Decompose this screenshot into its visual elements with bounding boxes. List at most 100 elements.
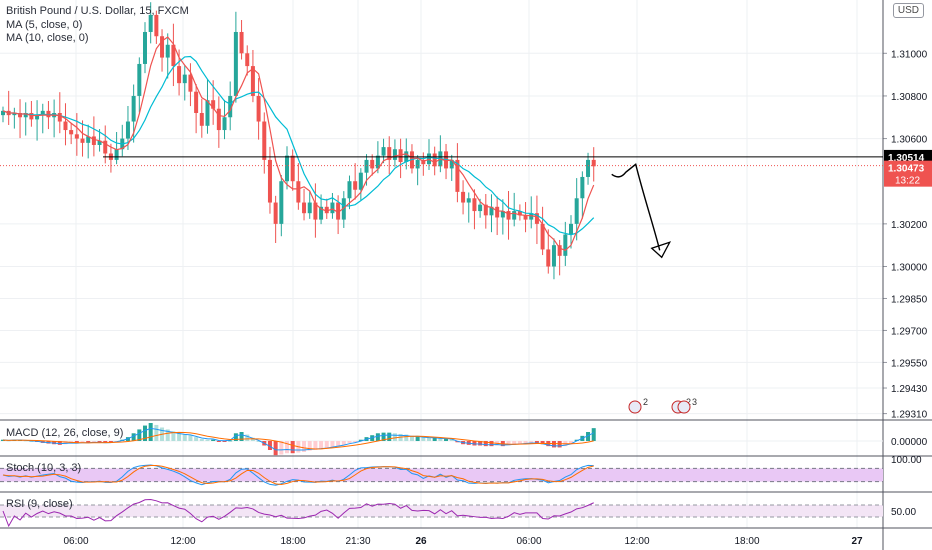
- candle-body: [267, 159, 272, 203]
- macd-bar: [103, 441, 108, 443]
- x-tick-label: 12:00: [624, 536, 649, 547]
- candle-body: [114, 149, 119, 160]
- candle-body: [86, 136, 91, 143]
- macd-bar: [409, 435, 414, 441]
- macd-bar: [404, 434, 409, 441]
- candle-body: [512, 211, 517, 220]
- candle-body: [194, 91, 199, 113]
- macd-bar: [574, 439, 579, 441]
- macd-bar: [512, 441, 517, 445]
- candle-body: [74, 134, 79, 139]
- candle-body: [91, 136, 96, 145]
- macd-bar: [267, 441, 272, 450]
- macd-bar: [302, 441, 307, 452]
- macd-bar: [534, 441, 539, 443]
- candle-body: [551, 245, 556, 267]
- legend-ma-slow: MA (10, close, 0): [6, 32, 89, 44]
- macd-bar: [506, 441, 511, 446]
- x-tick-label: 18:00: [280, 536, 305, 547]
- macd-bar: [415, 435, 420, 441]
- x-tick-label: 18:00: [734, 536, 759, 547]
- candle-body: [279, 181, 284, 224]
- candle-body: [35, 115, 40, 120]
- candle-body: [273, 202, 278, 224]
- macd-bar: [421, 437, 426, 441]
- candle-body: [125, 121, 130, 139]
- macd-bar: [148, 423, 153, 441]
- macd-bar: [97, 441, 102, 443]
- macd-bar: [279, 441, 284, 455]
- current-price-badge: [884, 160, 932, 187]
- event-count: 2: [686, 397, 691, 407]
- candle-body: [307, 202, 312, 214]
- candle-body: [432, 153, 437, 167]
- stoch-label: Stoch (10, 3, 3): [6, 462, 82, 474]
- candle-body: [517, 211, 522, 216]
- macd-bar: [472, 441, 477, 446]
- candle-body: [557, 245, 562, 256]
- rsi-tick-label: 50.00: [891, 507, 916, 518]
- candle-body: [160, 36, 165, 58]
- candle-body: [211, 100, 216, 109]
- candle-body: [182, 74, 187, 84]
- candle-body: [57, 112, 62, 122]
- candle-body: [466, 198, 471, 203]
- macd-bar: [347, 441, 352, 443]
- candle-body: [347, 181, 352, 199]
- y-tick-label: 1.29430: [891, 384, 928, 395]
- candle-body: [29, 112, 34, 120]
- candle-body: [586, 159, 591, 177]
- candle-body: [461, 191, 466, 203]
- candle-body: [523, 215, 528, 220]
- candle-body: [296, 181, 301, 203]
- legend-ma-fast: MA (5, close, 0): [6, 19, 83, 31]
- level-price-label: 1.30514: [888, 153, 925, 164]
- macd-bar: [57, 441, 62, 445]
- macd-bar: [205, 439, 210, 441]
- candle-body: [313, 202, 318, 220]
- macd-bar: [131, 433, 136, 441]
- macd-bar: [381, 432, 386, 441]
- macd-bar: [211, 439, 216, 441]
- macd-bar: [137, 429, 142, 441]
- candle-body: [358, 172, 363, 190]
- macd-bar: [91, 441, 96, 443]
- candle-body: [80, 138, 85, 143]
- stoch-tick-label: 100.00: [891, 455, 922, 466]
- macd-bar: [444, 438, 449, 441]
- candle-body: [18, 112, 23, 118]
- macd-bar: [375, 433, 380, 441]
- macd-bar: [353, 441, 358, 442]
- candle-body: [319, 206, 324, 220]
- candle-body: [392, 149, 397, 160]
- candle-body: [341, 198, 346, 220]
- macd-bar: [177, 433, 182, 441]
- candle-body: [591, 159, 596, 167]
- candle-body: [506, 211, 511, 220]
- candle-body: [165, 44, 170, 58]
- macd-bar: [551, 441, 556, 448]
- y-tick-label: 1.29310: [891, 410, 928, 421]
- macd-bar: [517, 441, 522, 445]
- candle-body: [250, 66, 255, 96]
- currency-badge[interactable]: USD: [892, 3, 924, 18]
- candle-body: [569, 223, 573, 235]
- candle-body: [427, 153, 431, 165]
- macd-bar: [591, 428, 596, 441]
- candle-body: [534, 213, 539, 224]
- macd-bar: [449, 439, 454, 441]
- y-tick-label: 1.30000: [891, 262, 928, 273]
- macd-bar: [290, 441, 295, 454]
- y-tick-label: 1.29700: [891, 326, 928, 337]
- macd-bar: [239, 432, 244, 441]
- candle-body: [324, 206, 329, 214]
- candle-body: [205, 100, 210, 126]
- macd-bar: [586, 432, 591, 441]
- macd-bar: [86, 441, 91, 443]
- candle-body: [233, 31, 238, 96]
- stoch-d-line: [2, 464, 594, 485]
- macd-bar: [489, 441, 494, 447]
- candle-body: [103, 140, 108, 154]
- macd-bar: [336, 441, 341, 447]
